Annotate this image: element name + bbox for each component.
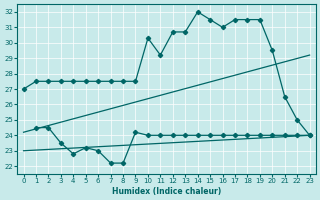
X-axis label: Humidex (Indice chaleur): Humidex (Indice chaleur) [112, 187, 221, 196]
